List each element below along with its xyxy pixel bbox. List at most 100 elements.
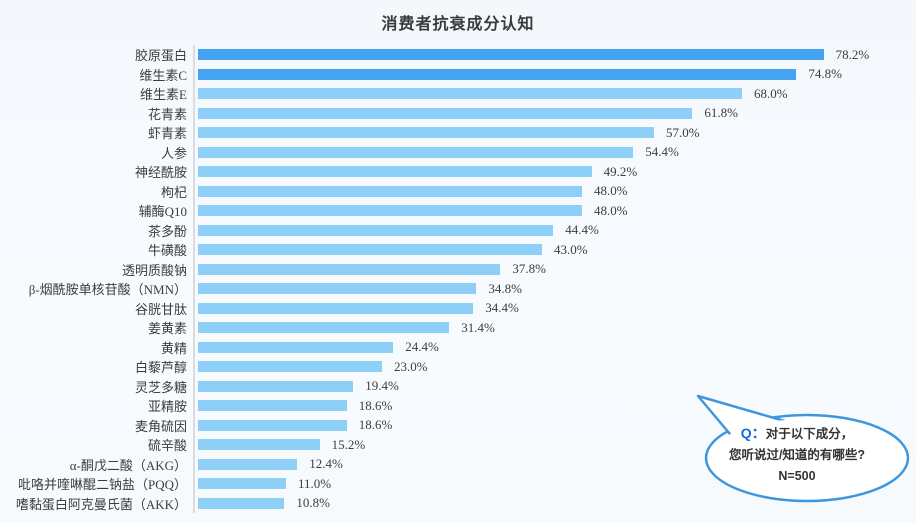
- bar: [198, 341, 394, 353]
- chart-row: 花青素 61.8%: [0, 103, 916, 123]
- bar: [198, 107, 693, 119]
- bar: [198, 497, 285, 509]
- category-label: β-烟酰胺单核苷酸（NMN）: [28, 282, 187, 298]
- value-label: 18.6%: [358, 397, 393, 413]
- value-label: 49.2%: [603, 163, 638, 179]
- category-label: 白藜芦醇: [134, 360, 187, 376]
- chart-row: 人参 54.4%: [0, 142, 916, 162]
- bar-track: 18.6%: [193, 396, 916, 416]
- chart-row: 透明质酸钠 37.8%: [0, 259, 916, 279]
- bar: [198, 146, 634, 158]
- chart-row: 嗜黏蛋白阿克曼氏菌（AKK） 10.8%: [0, 493, 916, 513]
- bar: [198, 478, 286, 490]
- category-label: 维生素E: [140, 87, 187, 103]
- chart-row: 白藜芦醇 23.0%: [0, 357, 916, 377]
- chart-row: α-酮戊二酸（AKG） 12.4%: [0, 454, 916, 474]
- chart-row: 吡咯并喹啉醌二钠盐（PQQ） 11.0%: [0, 474, 916, 494]
- value-label: 11.0%: [298, 475, 332, 491]
- bar-track: 11.0%: [193, 474, 916, 494]
- bar-track: 74.8%: [193, 64, 916, 84]
- category-label: 胶原蛋白: [134, 48, 187, 64]
- bar-track: 48.0%: [193, 201, 916, 221]
- value-label: 18.6%: [358, 417, 393, 433]
- bar: [198, 380, 354, 392]
- bar-track: 23.0%: [193, 357, 916, 377]
- bar: [198, 49, 824, 61]
- value-label: 34.8%: [488, 280, 522, 296]
- bar-track: 78.2%: [193, 45, 916, 65]
- category-label: 维生素C: [139, 67, 187, 83]
- category-label: 茶多酚: [147, 223, 187, 239]
- value-label: 43.0%: [554, 241, 588, 257]
- value-label: 23.0%: [394, 358, 428, 374]
- category-label: 麦角硫因: [134, 418, 187, 434]
- chart-row: 灵芝多糖 19.4%: [0, 376, 916, 396]
- category-label: α-酮戊二酸（AKG）: [69, 457, 187, 473]
- bar-track: 68.0%: [193, 84, 916, 104]
- value-label: 78.2%: [835, 46, 870, 62]
- bar-track: 43.0%: [193, 240, 916, 260]
- chart-row: 神经酰胺 49.2%: [0, 162, 916, 182]
- chart-row: 麦角硫因 18.6%: [0, 415, 916, 435]
- bar-track: 54.4%: [193, 142, 916, 162]
- value-label: 12.4%: [309, 456, 343, 472]
- chart-row: 姜黄素 31.4%: [0, 318, 916, 338]
- bar-track: 10.8%: [193, 493, 916, 513]
- bar: [198, 322, 450, 334]
- bar: [198, 263, 501, 275]
- callout-line2: 您听说过/知道的有哪些?: [728, 448, 866, 463]
- bar-track: 12.4%: [193, 454, 916, 474]
- speech-bubble-shape: [696, 394, 910, 503]
- bar: [198, 458, 298, 470]
- category-label: 黄精: [160, 340, 187, 356]
- bar: [198, 166, 592, 178]
- bar-track: 15.2%: [193, 435, 916, 455]
- chart-row: 黄精 24.4%: [0, 337, 916, 357]
- category-label: 嗜黏蛋白阿克曼氏菌（AKK）: [15, 496, 187, 512]
- value-label: 10.8%: [296, 495, 330, 511]
- bar-chart: 胶原蛋白 78.2% 维生素C 74.8% 维生素E 68.0% 花青素 61.8% 虾青素 57…: [0, 45, 916, 513]
- bar-track: 31.4%: [193, 318, 916, 338]
- bar-track: 37.8%: [193, 259, 916, 279]
- chart-row: 维生素E 68.0%: [0, 84, 916, 104]
- category-label: 姜黄素: [147, 321, 187, 337]
- category-label: 辅酶Q10: [138, 204, 187, 220]
- bar: [198, 205, 582, 217]
- bar: [198, 439, 320, 451]
- bar-track: 34.8%: [193, 279, 916, 299]
- chart-row: 茶多酚 44.4%: [0, 220, 916, 240]
- value-label: 19.4%: [365, 378, 399, 394]
- value-label: 31.4%: [461, 319, 495, 335]
- category-label: 虾青素: [147, 126, 187, 142]
- value-label: 15.2%: [331, 436, 366, 452]
- callout-line3: N=500: [778, 468, 816, 483]
- bar: [198, 185, 582, 197]
- bar: [198, 244, 542, 256]
- category-label: 神经酰胺: [134, 165, 187, 181]
- bar-track: 48.0%: [193, 181, 916, 201]
- bar-track: 18.6%: [193, 415, 916, 435]
- chart-row: 维生素C 74.8%: [0, 64, 916, 84]
- value-label: 48.0%: [594, 202, 628, 218]
- category-label: 亚精胺: [147, 399, 187, 415]
- category-label: 透明质酸钠: [121, 262, 187, 278]
- callout-line1: Q：对于以下成分，: [740, 425, 854, 441]
- bar: [198, 283, 477, 295]
- value-label: 48.0%: [594, 183, 628, 199]
- chart-row: 硫辛酸 15.2%: [0, 435, 916, 455]
- chart-title: 消费者抗衰成分认知: [381, 16, 535, 33]
- callout-text: Q：对于以下成分， 您听说过/知道的有哪些? N=500: [692, 422, 902, 486]
- chart-row: 胶原蛋白 78.2%: [0, 45, 916, 65]
- bar: [198, 127, 654, 139]
- value-label: 57.0%: [666, 124, 700, 140]
- bar-track: 44.4%: [193, 220, 916, 240]
- chart-row: 辅酶Q10 48.0%: [0, 201, 916, 221]
- bar: [198, 361, 382, 373]
- value-label: 74.8%: [808, 66, 842, 82]
- chart-row: 谷胱甘肽 34.4%: [0, 298, 916, 318]
- bar-track: 61.8%: [193, 103, 916, 123]
- bar-track: 49.2%: [193, 162, 916, 182]
- chart-row: 枸杞 48.0%: [0, 181, 916, 201]
- chart-row: β-烟酰胺单核苷酸（NMN） 34.8%: [0, 279, 916, 299]
- chart-row: 牛磺酸 43.0%: [0, 240, 916, 260]
